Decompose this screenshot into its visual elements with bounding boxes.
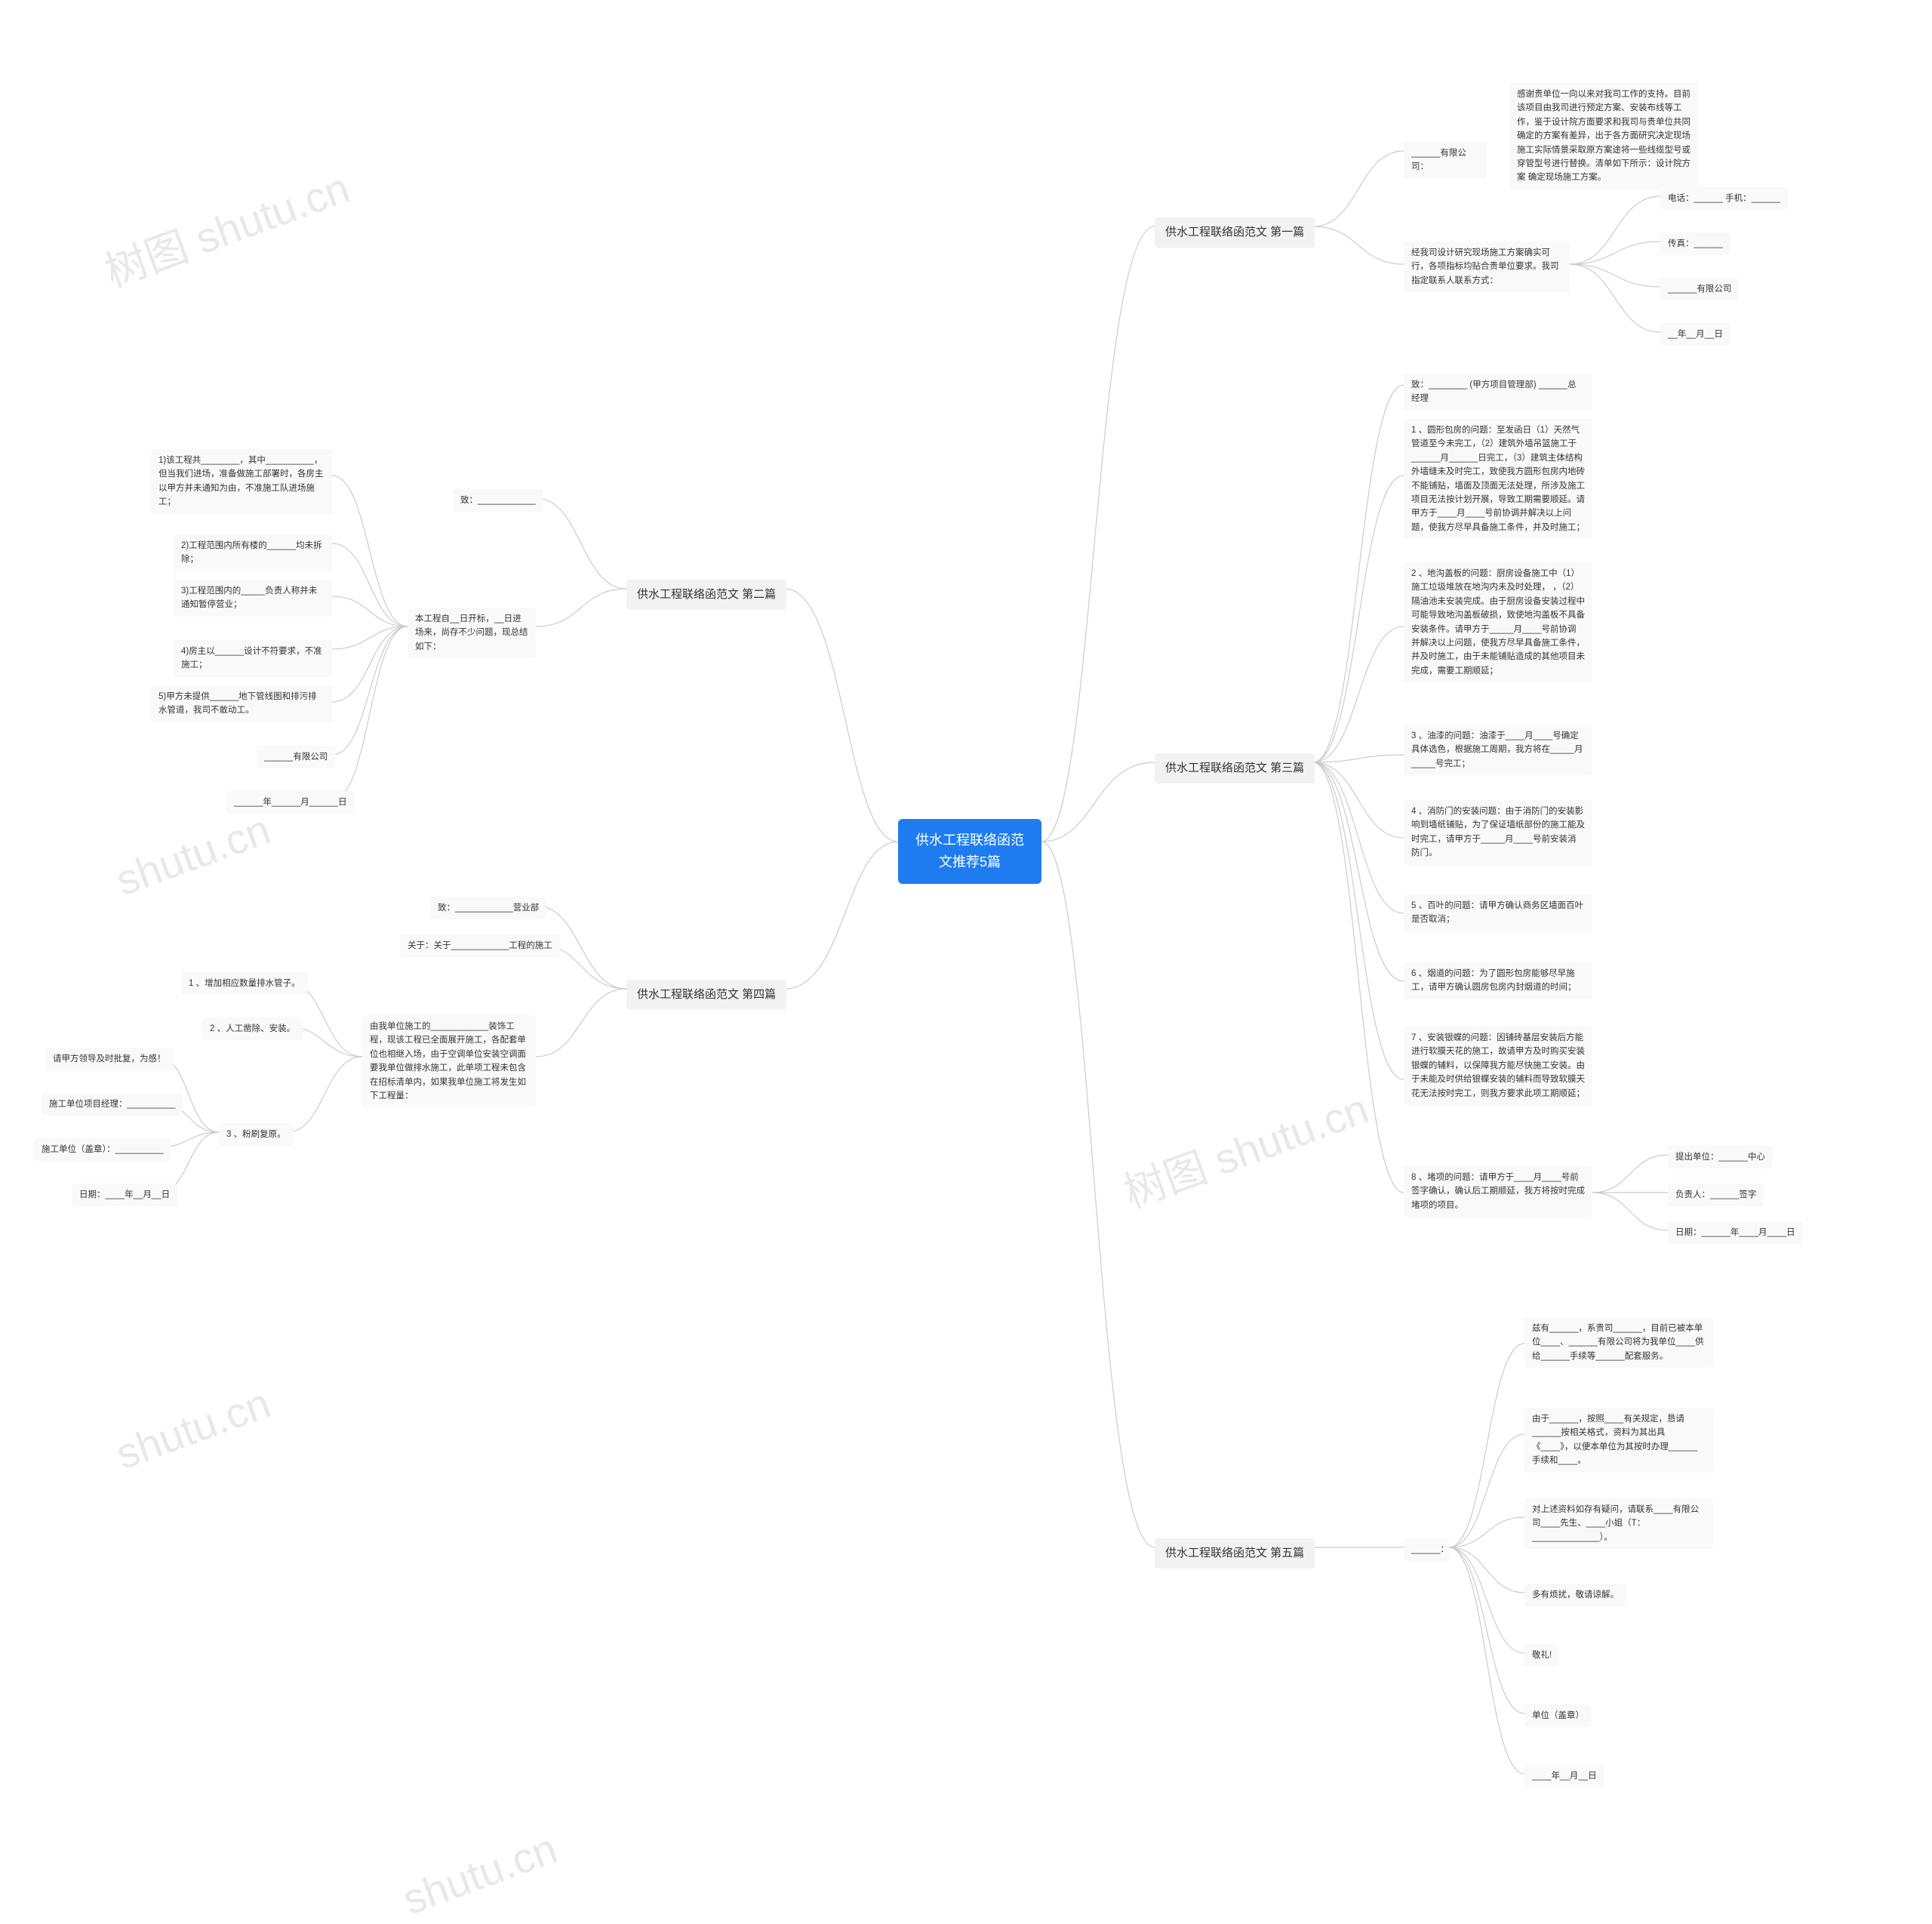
c1-phone[interactable]: 电话：______ 手机：______ xyxy=(1660,187,1788,210)
c4-sub-a[interactable]: 请甲方领导及时批复，为感！ xyxy=(45,1048,174,1070)
c3-footer-c[interactable]: 日期：______年____月____日 xyxy=(1668,1221,1803,1244)
c3-item-2[interactable]: 2 、地沟盖板的问题：厨房设备施工中（1）施工垃圾堆放在地沟内未及时处理， ，（… xyxy=(1404,562,1592,682)
chapter-5[interactable]: 供水工程联络函范文 第五篇 xyxy=(1155,1538,1315,1568)
c1-fax[interactable]: 传真：______ xyxy=(1660,232,1730,255)
c3-to[interactable]: 致：________ (甲方项目管理部) ______总经理 xyxy=(1404,374,1592,411)
c1-company[interactable]: ______有限公司： xyxy=(1404,142,1487,179)
mindmap-canvas: 供水工程联络函范文推荐5篇 供水工程联络函范文 第一篇 供水工程联络函范文 第三… xyxy=(0,0,1932,1922)
c2-item-3[interactable]: 3)工程范围内的_____负责人称并未通知暂停营业； xyxy=(174,580,332,617)
c3-item-3[interactable]: 3 、油漆的问题：油漆于____月____号确定具体选色，根据施工周期，我方将在… xyxy=(1404,725,1592,775)
connectors-svg xyxy=(0,0,1932,1922)
c1-company-detail[interactable]: 感谢贵单位一向以来对我司工作的支持。目前该项目由我司进行预定方案、安装布线等工作… xyxy=(1509,83,1698,189)
c2-item-4[interactable]: 4)房主以______设计不符要求，不准施工； xyxy=(174,640,332,677)
c3-item-8[interactable]: 8 、堵项的问题：请甲方于____月____号前签字确认，确认后工期顺延，我方将… xyxy=(1404,1166,1592,1217)
c3-item-6[interactable]: 6 、烟道的问题：为了圆形包房能够尽早施工，请甲方确认圆房包房内封烟道的时间； xyxy=(1404,962,1592,999)
c2-footer2[interactable]: ______年______月______日 xyxy=(226,791,355,814)
c3-item-7[interactable]: 7 、安装银蝶的问题：因铺砖基层安装后方能进行软膜天花的施工，故请甲方及时购买安… xyxy=(1404,1027,1592,1105)
c5-item-2[interactable]: 由于______，按照____有关规定，恳请______按相关格式，资料为其出具… xyxy=(1524,1408,1713,1473)
c2-footer1[interactable]: ______有限公司 xyxy=(257,746,335,768)
chapter-2[interactable]: 供水工程联络函范文 第二篇 xyxy=(626,580,786,610)
c1-company2[interactable]: ______有限公司 xyxy=(1660,278,1739,300)
c3-footer-b[interactable]: 负责人：______签字 xyxy=(1668,1184,1764,1206)
c4-item-3[interactable]: 3 、粉刷复原。 xyxy=(219,1123,294,1146)
c5-item-5[interactable]: 敬礼! xyxy=(1524,1644,1559,1667)
c5-item-1[interactable]: 兹有______，系贵司______，目前已被本单位____、______有限公… xyxy=(1524,1317,1713,1368)
c2-summary[interactable]: 本工程自__日开标，__日进场来，尚存不少问题，现总结如下： xyxy=(408,608,536,658)
root-node[interactable]: 供水工程联络函范文推荐5篇 xyxy=(898,819,1041,884)
c3-item-5[interactable]: 5 、百叶的问题：请甲方确认商务区墙面百叶是否取消； xyxy=(1404,894,1592,931)
c2-to[interactable]: 致：____________ xyxy=(453,489,543,512)
c3-footer-a[interactable]: 提出单位：______中心 xyxy=(1668,1146,1773,1168)
c5-to[interactable]: ______： xyxy=(1404,1538,1449,1561)
c2-item-1[interactable]: 1)该工程共________，其中__________，但当我们进场，准备做施工… xyxy=(151,449,332,514)
c4-sub-b[interactable]: 施工单位项目经理：__________ xyxy=(42,1093,183,1116)
c5-item-7[interactable]: ____年__月__日 xyxy=(1524,1765,1604,1787)
c4-body[interactable]: 由我单位施工的____________装饰工程，现该工程已全面展开施工，各配套单… xyxy=(362,1015,536,1107)
chapter-1[interactable]: 供水工程联络函范文 第一篇 xyxy=(1155,217,1315,248)
chapter-3[interactable]: 供水工程联络函范文 第三篇 xyxy=(1155,753,1315,783)
c5-item-3[interactable]: 对上述资料如存有疑问，请联系____有限公司____先生、____小姐（T：__… xyxy=(1524,1498,1713,1549)
c4-item-1[interactable]: 1 、增加相应数量排水管子。 xyxy=(181,972,308,995)
c4-sub-c[interactable]: 施工单位（盖章）：__________ xyxy=(34,1138,171,1161)
c2-item-2[interactable]: 2)工程范围内所有楼的______均未拆除； xyxy=(174,534,332,571)
c2-item-5[interactable]: 5)甲方未提供______地下管线图和排污排水管道，我司不敢动工。 xyxy=(151,685,332,722)
c1-contact-intro[interactable]: 经我司设计研究现场施工方案确实可行，各项指标均贴合贵单位要求。我司指定联系人联系… xyxy=(1404,242,1570,292)
c3-item-4[interactable]: 4 、消防门的安装问题：由于消防门的安装影响到墙纸铺贴，为了保证墙纸部份的施工能… xyxy=(1404,800,1592,865)
c1-date[interactable]: __年__月__日 xyxy=(1660,323,1730,346)
c5-item-6[interactable]: 单位（盖章） xyxy=(1524,1704,1592,1727)
chapter-4[interactable]: 供水工程联络函范文 第四篇 xyxy=(626,980,786,1010)
c3-item-1[interactable]: 1 、圆形包房的问题：至发函日（1）天然气管道至今未完工，（2）建筑外墙吊篮施工… xyxy=(1404,419,1592,539)
c4-item-2[interactable]: 2 、人工凿除、安装。 xyxy=(202,1017,303,1040)
c4-to[interactable]: 致：____________营业部 xyxy=(430,897,546,919)
c4-subject[interactable]: 关于：关于____________工程的施工 xyxy=(400,934,560,957)
c5-item-4[interactable]: 多有烦扰，敬请谅解。 xyxy=(1524,1584,1626,1606)
c4-sub-d[interactable]: 日期：____年__月__日 xyxy=(72,1184,177,1206)
